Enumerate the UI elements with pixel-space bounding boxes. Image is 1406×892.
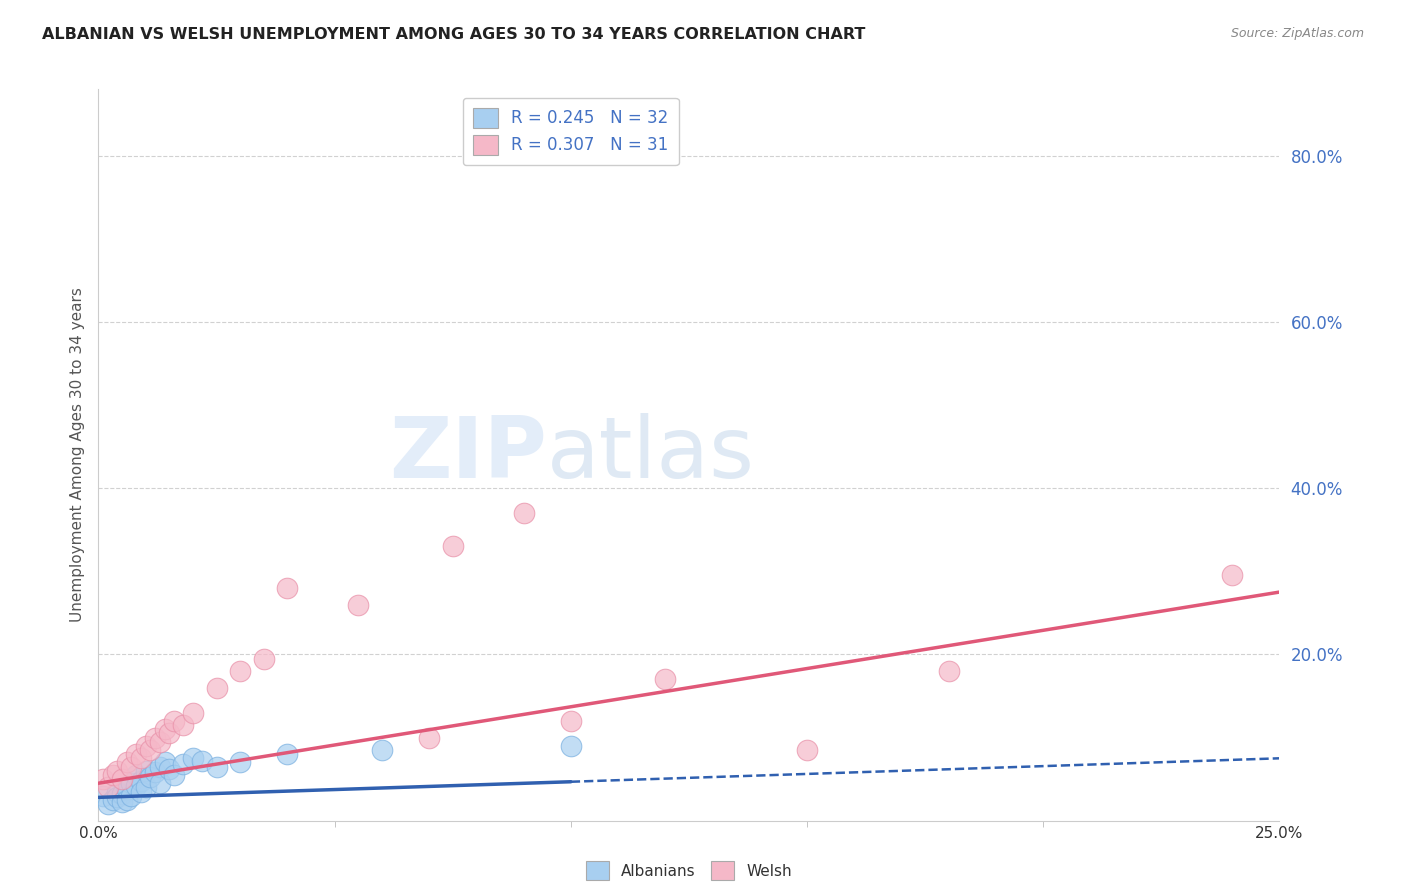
Point — [115, 756, 138, 770]
Point — [796, 743, 818, 757]
Point — [441, 539, 464, 553]
Point — [143, 765, 166, 780]
Point — [121, 776, 143, 790]
Point — [276, 581, 298, 595]
Point — [101, 768, 124, 782]
Point — [101, 793, 124, 807]
Point — [253, 651, 276, 665]
Point — [115, 782, 138, 797]
Point — [115, 793, 138, 807]
Point — [125, 747, 148, 761]
Point — [111, 772, 134, 786]
Point — [153, 756, 176, 770]
Y-axis label: Unemployment Among Ages 30 to 34 years: Unemployment Among Ages 30 to 34 years — [69, 287, 84, 623]
Point — [91, 789, 114, 803]
Point — [163, 714, 186, 728]
Point — [418, 731, 440, 745]
Point — [129, 773, 152, 788]
Point — [105, 784, 128, 798]
Point — [1220, 568, 1243, 582]
Point — [560, 714, 582, 728]
Point — [654, 673, 676, 687]
Point — [276, 747, 298, 761]
Point — [125, 779, 148, 793]
Point — [172, 718, 194, 732]
Point — [139, 771, 162, 785]
Point — [149, 776, 172, 790]
Point — [135, 780, 157, 795]
Point — [938, 664, 960, 678]
Point — [229, 756, 252, 770]
Point — [135, 739, 157, 753]
Point — [149, 759, 172, 773]
Point — [125, 768, 148, 782]
Point — [149, 734, 172, 748]
Point — [205, 681, 228, 695]
Point — [512, 506, 534, 520]
Point — [143, 731, 166, 745]
Point — [181, 751, 204, 765]
Point — [157, 726, 180, 740]
Point — [121, 759, 143, 773]
Point — [153, 723, 176, 737]
Point — [111, 796, 134, 810]
Text: ALBANIAN VS WELSH UNEMPLOYMENT AMONG AGES 30 TO 34 YEARS CORRELATION CHART: ALBANIAN VS WELSH UNEMPLOYMENT AMONG AGE… — [42, 27, 866, 42]
Point — [371, 743, 394, 757]
Point — [229, 664, 252, 678]
Point — [560, 739, 582, 753]
Text: Source: ZipAtlas.com: Source: ZipAtlas.com — [1230, 27, 1364, 40]
Legend: Albanians, Welsh: Albanians, Welsh — [579, 855, 799, 886]
Point — [139, 743, 162, 757]
Point — [111, 787, 134, 801]
Point — [129, 751, 152, 765]
Point — [105, 790, 128, 805]
Point — [172, 757, 194, 772]
Point — [135, 764, 157, 778]
Point — [157, 762, 180, 776]
Point — [121, 789, 143, 803]
Point — [105, 764, 128, 778]
Point — [163, 768, 186, 782]
Point — [129, 784, 152, 798]
Point — [97, 797, 120, 811]
Point — [97, 780, 120, 795]
Point — [91, 772, 114, 786]
Point — [191, 754, 214, 768]
Point — [347, 598, 370, 612]
Point — [205, 759, 228, 773]
Text: ZIP: ZIP — [389, 413, 547, 497]
Point — [181, 706, 204, 720]
Text: atlas: atlas — [547, 413, 755, 497]
